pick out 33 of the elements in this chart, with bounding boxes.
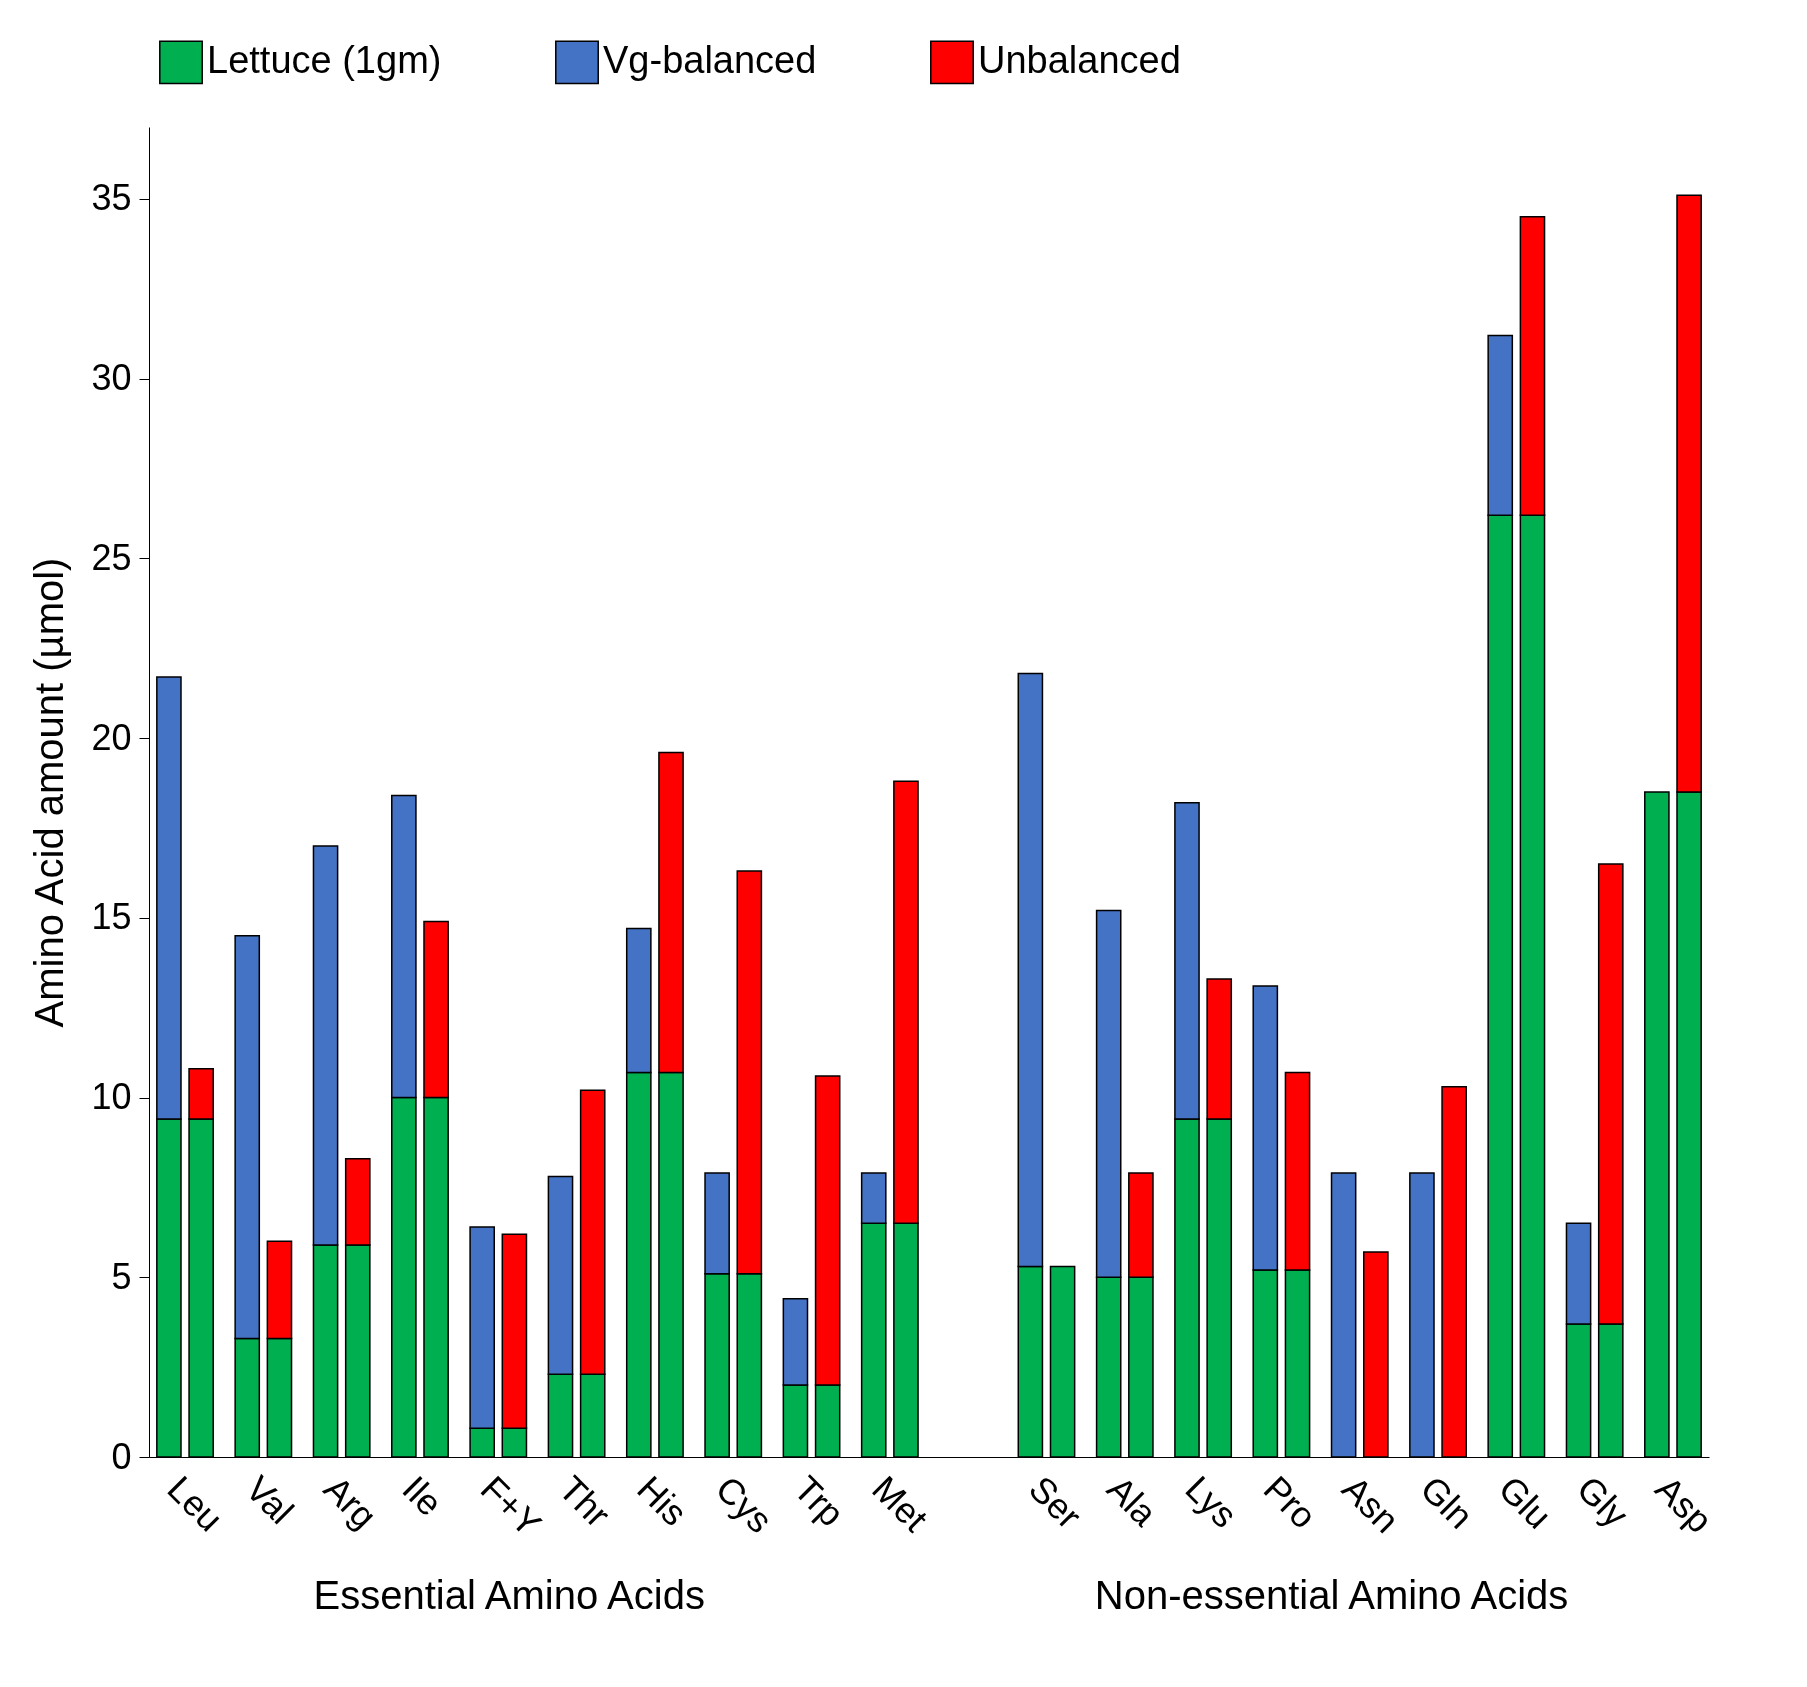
x-tick-label: Val xyxy=(237,1467,302,1532)
x-tick-label: Asn xyxy=(1334,1467,1408,1541)
y-axis-title: Amino Acid amount (µmol) xyxy=(27,557,72,1028)
y-tick-label: 10 xyxy=(91,1076,132,1118)
text: Essential Amino Acids xyxy=(313,1573,705,1617)
text: Non-essential Amino Acids xyxy=(1094,1573,1569,1617)
x-tick-label: Met xyxy=(864,1467,936,1540)
x-tick-label: Cys xyxy=(707,1467,781,1541)
y-tick-label: 35 xyxy=(91,177,132,219)
y-tick-label: 0 xyxy=(111,1435,132,1477)
legend-label: Vg-balanced xyxy=(603,39,817,82)
y-tick-label: 25 xyxy=(91,536,132,578)
y-tick-label: 5 xyxy=(111,1255,132,1297)
x-tick-label: Gly xyxy=(1569,1467,1637,1536)
y-tick-label: 30 xyxy=(91,357,132,399)
x-tick-label: Trp xyxy=(786,1467,853,1535)
x-tick-label: His xyxy=(629,1467,696,1534)
x-tick-label: Lys xyxy=(1177,1467,1246,1536)
x-tick-label: Glu xyxy=(1490,1467,1560,1537)
x-tick-label: F+Y xyxy=(472,1467,550,1545)
x-tick-label: Ala xyxy=(1099,1467,1166,1535)
y-tick-label: 20 xyxy=(91,716,132,758)
legend-label: Unbalanced xyxy=(978,39,1181,82)
x-tick-label: Ser xyxy=(1021,1467,1090,1537)
y-tick-label: 15 xyxy=(91,896,132,938)
x-tick-label: Thr xyxy=(551,1467,619,1536)
x-tick-label: Arg xyxy=(316,1467,385,1537)
legend-label: Lettuce (1gm) xyxy=(207,39,442,82)
x-tick-label: Pro xyxy=(1255,1467,1325,1537)
x-tick-label: Gln xyxy=(1412,1467,1482,1537)
x-tick-label: Leu xyxy=(159,1467,232,1540)
x-tick-label: Ile xyxy=(394,1467,451,1524)
x-tick-label: Asp xyxy=(1647,1467,1721,1541)
